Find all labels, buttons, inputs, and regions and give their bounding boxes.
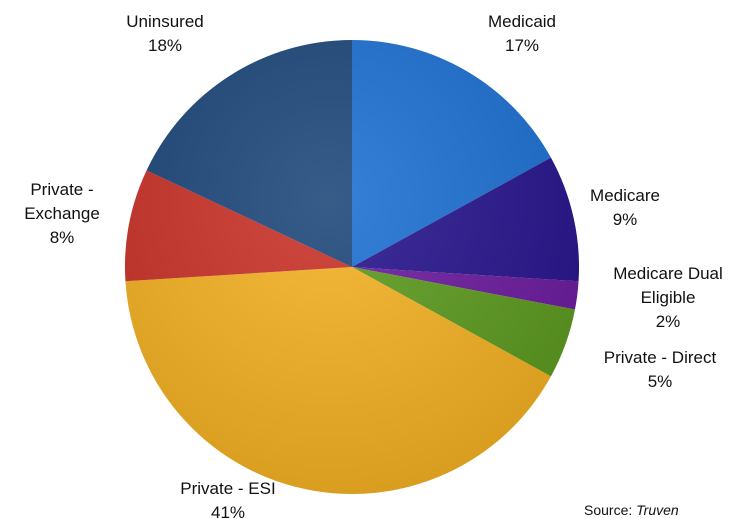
- value-label: 18%: [147, 36, 183, 55]
- value-label: 2%: [655, 312, 681, 331]
- slice-label: Medicare 9%: [565, 184, 685, 232]
- value-label: 17%: [504, 36, 540, 55]
- value-label: 41%: [210, 503, 246, 518]
- slice-label: Private - Direct 5%: [580, 346, 740, 394]
- category-name: Medicaid: [487, 12, 557, 31]
- category-name: Medicare: [590, 186, 660, 205]
- source-name: Truven: [636, 502, 679, 518]
- value-label: 8%: [49, 228, 75, 247]
- slice-label: Private - Exchange 8%: [7, 178, 117, 250]
- category-name: Uninsured: [126, 12, 204, 31]
- slice-label: Medicaid 17%: [462, 10, 582, 58]
- slice-label: Private - ESI 41%: [148, 477, 308, 518]
- value-label: 9%: [612, 210, 638, 229]
- category-name: Medicare Dual Eligible: [613, 264, 723, 307]
- category-name: Private - ESI: [180, 479, 276, 498]
- slice-label: Medicare Dual Eligible 2%: [593, 262, 740, 334]
- slice-label: Uninsured 18%: [105, 10, 225, 58]
- source-prefix: Source:: [584, 502, 633, 518]
- category-name: Private - Exchange: [24, 180, 100, 223]
- source-note: Source: Truven: [584, 502, 679, 518]
- value-label: 5%: [647, 372, 673, 391]
- category-name: Private - Direct: [603, 348, 717, 367]
